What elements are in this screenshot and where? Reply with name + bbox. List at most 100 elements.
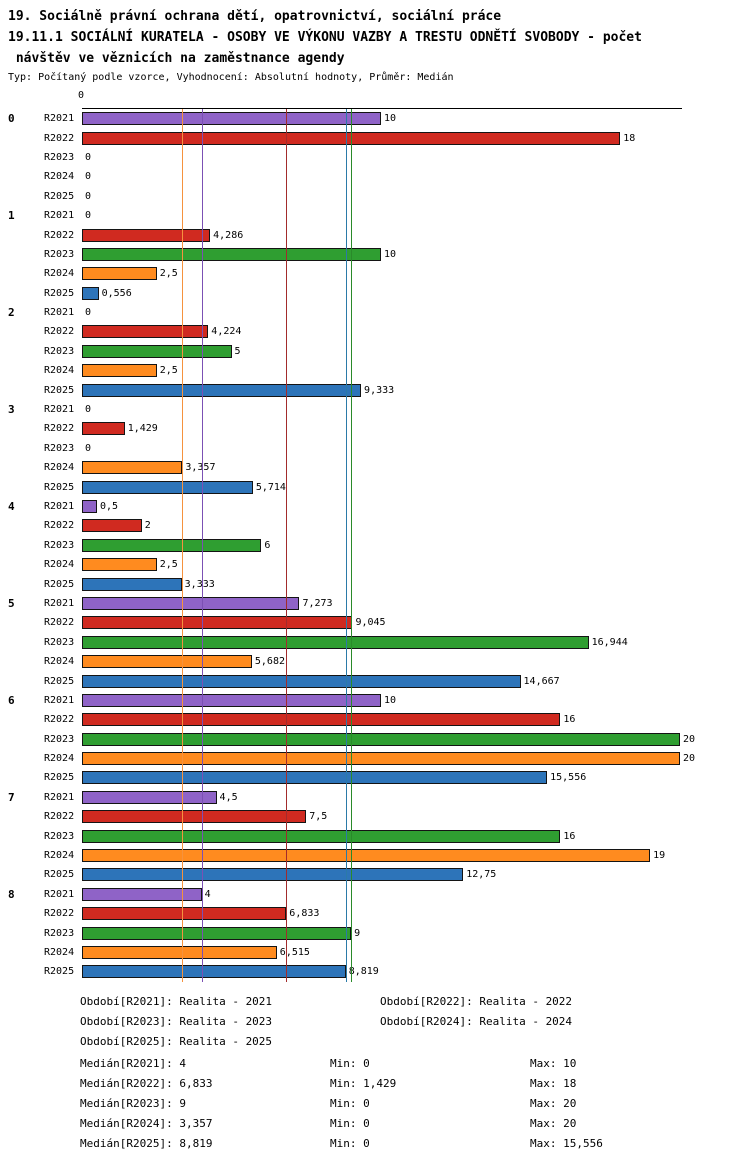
report-meta: Typ: Počítaný podle vzorce, Vyhodnocení:… xyxy=(8,72,454,83)
series-label: R2021 xyxy=(44,694,75,706)
bar-value-label: 10 xyxy=(384,694,397,706)
bar-row: 7 R2021 4,5 xyxy=(8,788,750,807)
bar-track: 16 xyxy=(82,713,680,727)
series-label: R2021 xyxy=(44,113,75,125)
bar-track: 7,273 xyxy=(82,596,680,610)
series-label: R2025 xyxy=(44,966,75,978)
bar-track: 18 xyxy=(82,131,680,145)
bar-row: 6 R2021 10 xyxy=(8,691,750,710)
bar-row: R2025 0 xyxy=(8,187,750,206)
bar-row: R2022 4,286 xyxy=(8,225,750,244)
stats-min: Min: 0 xyxy=(330,1096,370,1110)
bar-track: 20 xyxy=(82,752,695,766)
stats-max: Max: 18 xyxy=(530,1076,577,1090)
bar-value-label: 12,75 xyxy=(466,869,497,881)
series-label: R2023 xyxy=(44,442,75,454)
stats-median: Medián[R2022]: 6,833 xyxy=(80,1076,213,1090)
series-label: R2021 xyxy=(44,888,75,900)
bar-row: R2025 3,333 xyxy=(8,574,750,593)
bar-R2025 xyxy=(82,286,99,300)
bar-R2025 xyxy=(82,771,548,785)
bar-row: R2023 6 xyxy=(8,536,750,555)
bar-value-label: 0 xyxy=(85,151,92,163)
bar-R2022 xyxy=(82,519,142,533)
category-label: 0 xyxy=(8,112,15,126)
bar-value-label: 7,5 xyxy=(309,811,328,823)
bar-value-label: 19 xyxy=(653,850,666,862)
bar-track: 0,5 xyxy=(82,500,680,513)
series-label: R2023 xyxy=(44,345,75,357)
bar-track: 1,429 xyxy=(82,422,680,436)
bar-track: 19 xyxy=(82,849,680,863)
bar-track: 9 xyxy=(82,926,680,940)
bar-R2022 xyxy=(82,810,307,824)
bar-track: 2,5 xyxy=(82,558,680,572)
bar-value-label: 0 xyxy=(85,442,92,454)
bar-value-label: 6,833 xyxy=(289,908,320,920)
series-label: R2024 xyxy=(44,268,75,280)
bar-row: R2023 16 xyxy=(8,826,750,845)
bar-row: 8 R2021 4 xyxy=(8,885,750,904)
bar-track: 3,357 xyxy=(82,461,680,475)
stats-max: Max: 15,556 xyxy=(530,1136,603,1150)
bar-value-label: 3,357 xyxy=(185,462,216,474)
series-label: R2023 xyxy=(44,830,75,842)
legend: Období[R2021]: Realita - 2021 Období[R202… xyxy=(80,992,750,1052)
bar-track: 0 xyxy=(82,191,680,202)
series-label: R2021 xyxy=(44,307,75,319)
bar-track: 10 xyxy=(82,247,680,261)
bar-row: R2024 2,5 xyxy=(8,555,750,574)
stats-max: Max: 20 xyxy=(530,1096,577,1110)
bar-row: R2023 0 xyxy=(8,148,750,167)
bar-R2021 xyxy=(82,500,97,513)
bar-R2025 xyxy=(82,480,253,494)
bar-R2022 xyxy=(82,131,621,145)
bar-track: 4,5 xyxy=(82,790,680,804)
bar-value-label: 20 xyxy=(683,753,696,765)
bar-row: R2023 0 xyxy=(8,439,750,458)
series-label: R2021 xyxy=(44,791,75,803)
bar-row: R2023 20 xyxy=(8,730,750,749)
category-label: 1 xyxy=(8,209,15,223)
series-label: R2024 xyxy=(44,850,75,862)
series-label: R2024 xyxy=(44,171,75,183)
stats-max: Max: 10 xyxy=(530,1056,577,1070)
series-label: R2024 xyxy=(44,365,75,377)
bar-row: R2024 5,682 xyxy=(8,652,750,671)
bar-row: R2022 18 xyxy=(8,128,750,147)
series-label: R2022 xyxy=(44,617,75,629)
stats-min: Min: 0 xyxy=(330,1136,370,1150)
axis-line xyxy=(82,108,682,109)
bar-track: 16 xyxy=(82,829,680,843)
bar-value-label: 16 xyxy=(563,830,576,842)
bar-value-label: 0 xyxy=(85,190,92,202)
report-title: 19. Sociálně právní ochrana dětí, opatro… xyxy=(8,9,502,24)
bar-row: R2022 6,833 xyxy=(8,904,750,923)
bar-row: R2025 12,75 xyxy=(8,865,750,884)
series-label: R2025 xyxy=(44,384,75,396)
bar-row: R2024 19 xyxy=(8,846,750,865)
plot-area: 0 R2021 10 R2022 18 R2023 0 R2024 0 R2025 0 1 R2021 0… xyxy=(8,108,750,982)
bar-track: 0 xyxy=(82,171,680,182)
series-label: R2024 xyxy=(44,462,75,474)
bar-R2025 xyxy=(82,965,346,979)
bar-track: 9,333 xyxy=(82,383,680,397)
bar-value-label: 6,515 xyxy=(279,946,310,958)
report-header: 19. Sociálně právní ochrana dětí, opatro… xyxy=(8,6,750,86)
bar-row: R2022 2 xyxy=(8,516,750,535)
series-label: R2021 xyxy=(44,597,75,609)
bar-row: R2023 10 xyxy=(8,245,750,264)
bar-row: R2025 8,819 xyxy=(8,962,750,981)
bar-R2024 xyxy=(82,364,157,378)
bar-R2021 xyxy=(82,112,381,126)
bar-row: 0 R2021 10 xyxy=(8,109,750,128)
bar-track: 2 xyxy=(82,519,680,533)
bar-value-label: 6 xyxy=(264,539,271,551)
bar-value-label: 4,286 xyxy=(213,229,244,241)
bar-row: R2022 9,045 xyxy=(8,613,750,632)
stats-row: Medián[R2022]: 6,833 Min: 1,429 Max: 18 xyxy=(80,1074,750,1094)
bar-R2024 xyxy=(82,945,277,959)
bar-R2021 xyxy=(82,887,202,901)
bar-value-label: 1,429 xyxy=(127,423,158,435)
bar-track: 10 xyxy=(82,112,680,126)
